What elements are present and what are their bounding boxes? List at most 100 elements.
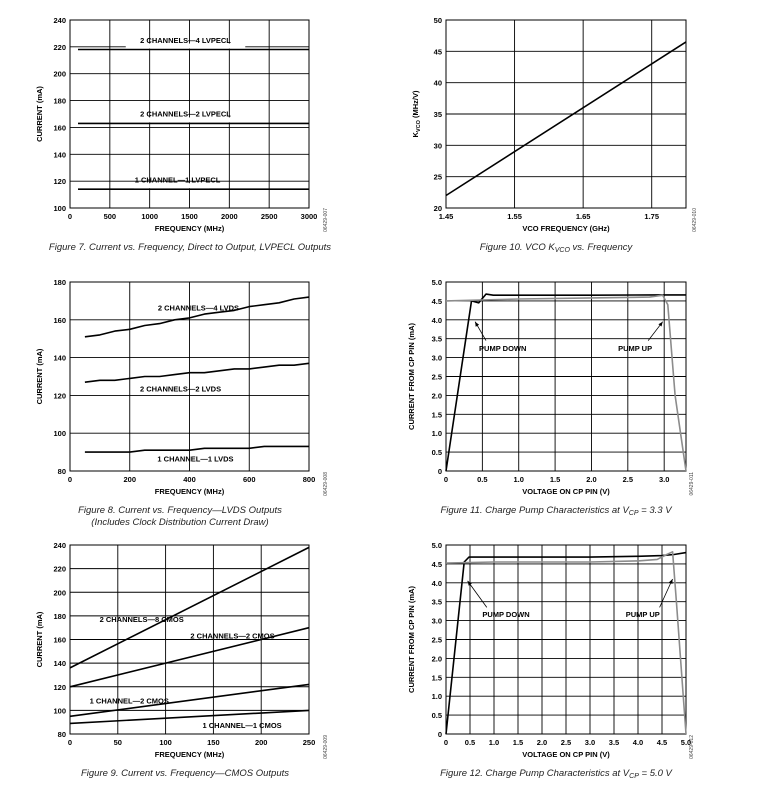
y-tick-label: 3.5: [432, 335, 442, 344]
y-tick-label: 180: [53, 612, 66, 621]
series-line: [445, 550, 687, 735]
caption-tail: = 3.3 V: [639, 505, 674, 516]
y-tick-label: 140: [53, 659, 66, 668]
y-tick-label: 5.0: [432, 278, 442, 287]
y-tick-label: 4.5: [432, 560, 442, 569]
annotation-arrow-line: [659, 578, 673, 608]
caption-sub: CP: [629, 773, 639, 780]
figure-code: 06429-010: [692, 208, 698, 232]
x-tick-label: 2.5: [623, 475, 633, 484]
y-tick-label: 45: [434, 47, 442, 56]
y-axis-label: CURRENT (mA): [35, 86, 44, 142]
series-line: [84, 445, 309, 453]
y-tick-label: 100: [53, 204, 66, 213]
y-tick-label: 80: [58, 730, 66, 739]
x-axis-label: VOLTAGE ON CP PIN (V): [522, 487, 610, 496]
x-tick-label: 3.0: [659, 475, 669, 484]
chart-panel: 0 0.5 1.0 1.5 2.0 2.5 3.0 3.5 4.0 4.5 5.0 0 0.5 1.0 1.…: [407, 541, 695, 780]
y-tick-label: 1.0: [432, 692, 442, 701]
figure-code: 06429-012: [689, 735, 695, 759]
x-tick-label: 1500: [181, 212, 198, 221]
y-tick-label: 140: [53, 150, 66, 159]
y-tick-label: 2.0: [432, 654, 442, 663]
chart-panel: 0 500 1000 1500 2000 2500 3000 100 120 140 160 180 2…: [35, 16, 331, 253]
y-tick-label: 120: [53, 391, 66, 400]
series-label: 2 CHANNELS—4 LVDS: [158, 303, 239, 312]
x-axis-label: VOLTAGE ON CP PIN (V): [522, 750, 610, 759]
y-tick-label: 200: [53, 588, 66, 597]
x-tick-label: 3.5: [609, 738, 619, 747]
y-tick-label: 160: [53, 636, 66, 645]
label-knockout: [125, 117, 238, 123]
annotation-arrow-line: [467, 580, 488, 608]
pump-annotation: PUMP DOWN: [467, 580, 530, 619]
y-axis-label-text: CURRENT FROM CP PIN (mA): [407, 323, 416, 430]
pump-annotation: PUMP DOWN: [474, 321, 526, 353]
x-tick-label: 1000: [141, 212, 158, 221]
x-tick-label: 4.0: [633, 738, 643, 747]
plot-frame: [445, 281, 687, 472]
x-axis-label: VCO FREQUENCY (GHz): [522, 224, 610, 233]
y-tick-label: 3.5: [432, 598, 442, 607]
y-tick-label: 180: [53, 97, 66, 106]
caption-text: Figure 8. Current vs. Frequency—LVDS Out…: [78, 505, 282, 516]
x-tick-label: 0: [68, 738, 72, 747]
figure-caption: Figure 7. Current vs. Frequency, Direct …: [49, 242, 331, 253]
x-tick-label: 50: [114, 738, 122, 747]
series-label: 1 CHANNEL—1 CMOS: [202, 721, 281, 730]
x-tick-label: 1.0: [514, 475, 524, 484]
figure-code: 06429-011: [689, 472, 695, 496]
series-label: 1 CHANNEL—1 LVPECL: [135, 175, 221, 184]
series-label: 2 CHANNELS—2 CMOS: [190, 631, 274, 640]
y-axis-label-main: K: [411, 131, 420, 137]
x-tick-label: 4.5: [657, 738, 667, 747]
figure-caption-line2: (Includes Clock Distribution Current Dra…: [91, 517, 268, 528]
series-line: [84, 362, 310, 383]
pump-annotation: PUMP UP: [626, 578, 673, 619]
x-tick-label: 200: [123, 475, 136, 484]
annotation-label: PUMP DOWN: [479, 344, 526, 353]
x-tick-label: 2.0: [537, 738, 547, 747]
annotation-arrowhead: [475, 321, 480, 327]
chart-panel: 1.45 1.55 1.65 1.75 20 25 30 35 40 45 50 VCO FREQUE…: [411, 16, 698, 254]
series-line: [69, 546, 310, 669]
y-axis-label-text: CURRENT (mA): [35, 348, 44, 404]
x-tick-label: 2500: [261, 212, 278, 221]
x-tick-label: 200: [255, 738, 268, 747]
x-tick-label: 3.0: [585, 738, 595, 747]
x-axis-label: FREQUENCY (MHz): [155, 487, 225, 496]
x-tick-label: 800: [303, 475, 316, 484]
x-tick-label: 0.5: [465, 738, 475, 747]
annotation-arrowhead: [467, 580, 472, 586]
y-tick-label: 80: [58, 467, 66, 476]
y-axis-label: CURRENT FROM CP PIN (mA): [407, 323, 416, 430]
series-label: 1 CHANNEL—2 CMOS: [90, 696, 169, 705]
plot-frame: [445, 544, 687, 735]
x-tick-label: 2.5: [561, 738, 571, 747]
caption-text: Figure 11. Charge Pump Characteristics a…: [440, 505, 630, 516]
x-tick-label: 500: [104, 212, 117, 221]
x-tick-label: 100: [159, 738, 172, 747]
figure-caption: Figure 8. Current vs. Frequency—LVDS Out…: [78, 505, 282, 516]
plot-frame: [445, 19, 687, 209]
y-tick-label: 0: [438, 730, 442, 739]
y-tick-label: 1.5: [432, 410, 442, 419]
x-tick-label: 150: [207, 738, 220, 747]
pump-annotation: PUMP UP: [618, 321, 664, 353]
y-tick-label: 100: [53, 706, 66, 715]
y-tick-label: 200: [53, 70, 66, 79]
series-label: 2 CHANNELS—4 LVPECL: [140, 36, 231, 45]
y-tick-label: 50: [434, 16, 442, 25]
y-tick-label: 25: [434, 173, 442, 182]
x-tick-label: 1.55: [507, 212, 522, 221]
y-tick-label: 2.5: [432, 636, 442, 645]
y-tick-label: 5.0: [432, 541, 442, 550]
y-tick-label: 4.0: [432, 316, 442, 325]
x-tick-label: 2000: [221, 212, 238, 221]
y-tick-label: 2.0: [432, 391, 442, 400]
x-tick-label: 0.5: [477, 475, 487, 484]
y-tick-label: 120: [53, 683, 66, 692]
y-tick-label: 240: [53, 541, 66, 550]
y-axis-label-text: CURRENT FROM CP PIN (mA): [407, 586, 416, 693]
